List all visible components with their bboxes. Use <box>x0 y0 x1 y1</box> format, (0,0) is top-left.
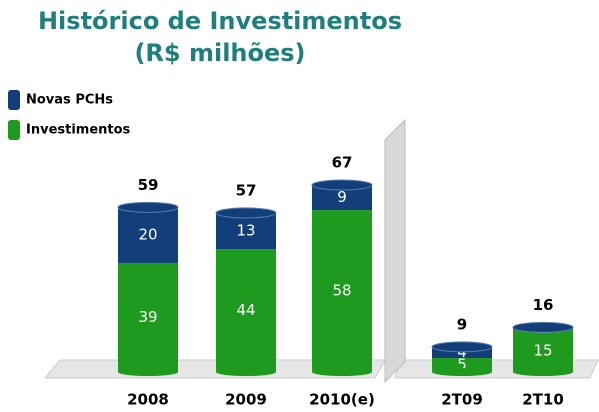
value-label: 13 <box>236 222 255 240</box>
total-label: 57 <box>236 181 257 199</box>
value-label: 9 <box>337 188 347 206</box>
total-label: 67 <box>332 154 353 172</box>
bar-segment <box>432 358 492 372</box>
total-label: 9 <box>457 315 467 333</box>
legend-label: Novas PCHs <box>26 93 113 108</box>
chart-title: Histórico de Investimentos <box>38 7 402 35</box>
legend-swatch <box>8 120 20 140</box>
x-tick-label: 2010(e) <box>309 391 375 409</box>
x-tick-label: 2T09 <box>441 391 483 409</box>
bar-cap <box>311 179 373 191</box>
bar-bottom <box>513 368 573 376</box>
value-label: 15 <box>533 342 552 360</box>
value-label: 58 <box>332 282 351 300</box>
bar-segment <box>216 249 276 372</box>
x-tick-label: 2009 <box>225 391 267 409</box>
bar-segment <box>432 346 492 359</box>
x-tick-label: 2008 <box>127 391 169 409</box>
bar-cap <box>117 201 179 213</box>
bar-cap <box>215 207 277 219</box>
bar-bottom <box>312 368 372 376</box>
divider <box>384 118 406 384</box>
value-label: 5 <box>457 356 467 374</box>
bar-cap <box>431 341 493 353</box>
total-label: 59 <box>138 176 159 194</box>
bar-bottom <box>118 368 178 376</box>
bar-cap <box>512 321 574 333</box>
bar-segment <box>312 210 372 372</box>
bar-bottom <box>216 368 276 376</box>
x-tick-label: 2T10 <box>522 391 564 409</box>
chart-subtitle: (R$ milhões) <box>134 39 305 67</box>
value-label: 44 <box>236 301 255 319</box>
total-label: 16 <box>533 296 554 314</box>
value-label: 39 <box>138 308 157 326</box>
legend-label: Investimentos <box>26 123 131 138</box>
bar-bottom <box>432 368 492 376</box>
bar-segment <box>513 330 573 372</box>
bar-segment <box>118 207 178 264</box>
bar-segment <box>118 263 178 372</box>
value-label: 20 <box>138 226 157 244</box>
legend-swatch <box>8 90 20 110</box>
bar-segment <box>216 212 276 250</box>
